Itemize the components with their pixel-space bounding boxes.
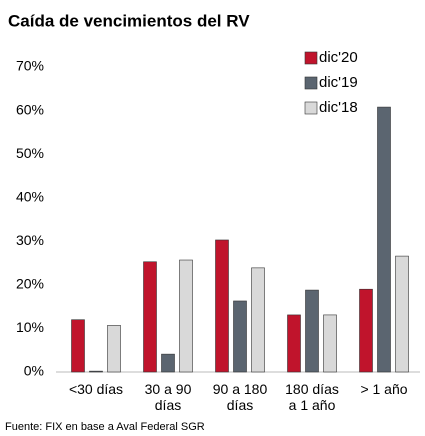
y-tick-label: 40%: [16, 188, 44, 204]
bar: [89, 370, 103, 373]
x-tick-label: <30 días: [69, 381, 123, 397]
legend-swatch: [304, 76, 318, 90]
y-tick-label: 60%: [16, 101, 44, 117]
source: Fuente: FIX en base a Aval Federal SGR: [5, 421, 205, 433]
x-tick-label: 90 a 180 días: [213, 381, 268, 413]
bar: [215, 239, 229, 373]
y-tick-label: 50%: [16, 145, 44, 161]
x-tick-label: 180 días a 1 año: [285, 381, 339, 413]
bar: [233, 300, 247, 373]
y-tick-label: 70%: [16, 58, 44, 74]
y-tick-label: 20%: [16, 276, 44, 292]
bar: [287, 314, 301, 373]
bar: [71, 319, 85, 373]
bar: [359, 288, 373, 373]
x-tick-label: > 1 año: [360, 381, 407, 397]
legend-label: dic'18: [319, 99, 358, 116]
legend-label: dic'19: [319, 74, 358, 91]
legend-swatch: [304, 101, 318, 115]
bar: [107, 325, 121, 373]
bar: [161, 353, 175, 373]
legend-swatch: [304, 51, 318, 65]
y-tick-label: 10%: [16, 319, 44, 335]
x-tick-label: 30 a 90 días: [145, 381, 192, 413]
bar: [377, 106, 391, 373]
legend-label: dic'20: [319, 49, 358, 66]
y-tick-label: 30%: [16, 232, 44, 248]
bar: [323, 314, 337, 373]
bar: [179, 259, 193, 373]
chart-title: Caída de vencimientos del RV: [8, 11, 250, 30]
bar: [251, 267, 265, 373]
y-tick-label: 0%: [24, 363, 44, 379]
bar: [143, 261, 157, 373]
bar: [395, 255, 409, 373]
bar: [305, 289, 319, 373]
